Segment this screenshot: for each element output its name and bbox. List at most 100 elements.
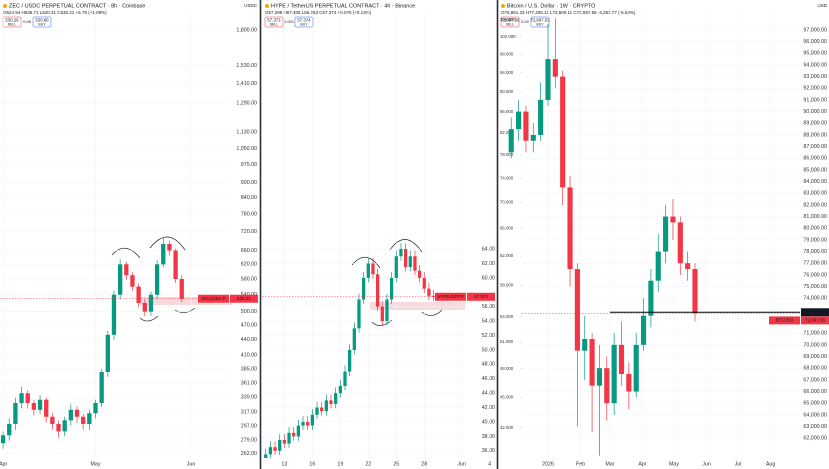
price-tag-label: 72,697.56 <box>805 318 826 323</box>
candle-body <box>352 328 356 350</box>
chart-title: Bitcoin / U.S. Dollar · 1W · CRYPTO <box>507 3 596 9</box>
x-tick-label: 19 <box>337 461 343 467</box>
y-tick-label: 97,000.00 <box>803 27 827 33</box>
candle-body <box>343 371 347 386</box>
candle-body <box>357 299 361 329</box>
candle-body <box>148 294 154 312</box>
candle-body <box>310 414 314 426</box>
candle-body <box>320 407 324 412</box>
candle-body <box>179 278 184 299</box>
candle-body <box>516 111 522 130</box>
y-tick-label: 54.00 <box>482 319 495 325</box>
candle-body <box>677 222 683 264</box>
y2-tick-label: 54.000 <box>500 314 514 319</box>
y2-tick-label: 51.000 <box>500 339 514 344</box>
y-tick-label: 66,000.00 <box>803 389 827 395</box>
sell-price: 57.373 <box>267 18 281 23</box>
y-tick-label: 500.00 <box>241 309 257 315</box>
y-tick-label: 68,000.00 <box>803 366 827 372</box>
candle-body <box>399 249 403 257</box>
candle-body <box>334 393 338 404</box>
y-tick-label: 42.00 <box>482 405 495 411</box>
candle-body <box>268 447 273 455</box>
sell-label: SELL <box>506 22 515 26</box>
y-tick-label: 70,000.00 <box>803 342 827 348</box>
candle-body <box>545 59 551 100</box>
symbol-icon <box>3 4 7 8</box>
y-tick-label: 410.00 <box>241 353 257 359</box>
candle-body <box>685 263 691 270</box>
y2-tick-label: 58.000 <box>500 283 514 288</box>
candle-body <box>130 275 135 287</box>
candle-body <box>385 299 389 322</box>
y-tick-label: 385.00 <box>241 367 257 373</box>
y-tick-label: 361.00 <box>241 381 257 387</box>
buy-price: 530.80 <box>35 18 49 23</box>
y2-tick-label: 48.000 <box>500 366 514 371</box>
x-tick-label: 13 <box>281 461 287 467</box>
candle-body <box>142 303 147 312</box>
y2-tick-label: 90.000 <box>500 89 514 94</box>
y-tick-label: 900.00 <box>241 180 257 186</box>
arc-drawing <box>371 319 393 326</box>
candle-body <box>161 244 166 265</box>
y-tick-label: 580.00 <box>241 276 257 282</box>
y-tick-label: 720.00 <box>241 229 257 235</box>
y-tick-label: 36.00 <box>482 448 495 454</box>
candle-body <box>329 400 333 404</box>
y-tick-label: 93,000.00 <box>803 74 827 80</box>
buy-button <box>32 16 52 28</box>
y-tick-label: 40.00 <box>482 419 495 425</box>
y2-tick-label: 74.000 <box>500 175 514 180</box>
y-tick-label: 975.00 <box>241 162 257 168</box>
y-tick-label: 660.00 <box>241 248 257 254</box>
candle-body <box>640 315 647 345</box>
candle-body <box>19 393 24 404</box>
candle-body <box>523 111 529 141</box>
arc-drawing <box>149 236 186 251</box>
y-tick-label: 80,000.00 <box>803 226 827 232</box>
candle-body <box>648 280 654 316</box>
charts: ZEC / USDC PERPETUAL CONTRACT · 8h · Coi… <box>0 3 829 467</box>
y-tick-label: 62,000.00 <box>803 436 827 442</box>
candle-body <box>56 423 61 432</box>
candle-body <box>44 399 49 417</box>
y-tick-label: 84,000.00 <box>803 179 827 185</box>
candle-body <box>264 454 268 458</box>
y-tick-label: 1,410.00 <box>236 81 257 87</box>
y-tick-label: 88,000.00 <box>803 132 827 138</box>
y-tick-label: 470.00 <box>241 323 257 329</box>
candle-body <box>508 129 514 153</box>
candle-body <box>25 393 30 404</box>
x-tick-label: Jun <box>187 461 196 467</box>
x-tick-label: Jun <box>702 461 711 467</box>
y-tick-label: 440.00 <box>241 337 257 343</box>
y-tick-label: 76,000.00 <box>803 272 827 278</box>
y-tick-label: 95,000.00 <box>803 51 827 57</box>
candle-body <box>154 264 160 295</box>
y-tick-label: 1,290.00 <box>236 101 257 107</box>
buy-label: BUY <box>536 22 544 26</box>
y-tick-label: 64.00 <box>482 246 495 252</box>
candle-body <box>348 349 352 372</box>
candle-body <box>0 435 6 444</box>
candle-body <box>366 263 370 278</box>
y-tick-label: 79,000.00 <box>803 237 827 243</box>
candle-body <box>670 216 676 223</box>
y-tick-label: 1,050.00 <box>236 146 257 152</box>
candle-body <box>167 244 172 251</box>
candle-body <box>611 344 617 404</box>
y-tick-label: 71,000.00 <box>803 331 827 337</box>
symbol-tag-label: ZECUSDC.P <box>201 296 225 301</box>
candle-body <box>530 134 536 141</box>
buy-button <box>530 16 550 28</box>
y-tick-label: 1,130.00 <box>236 130 257 136</box>
y-tick-label: 60.00 <box>482 275 495 281</box>
candle-body <box>596 368 603 386</box>
symbol-icon <box>501 4 505 8</box>
candle-body <box>431 295 436 297</box>
symbol-tag <box>435 292 466 301</box>
sell-label: SELL <box>8 22 17 26</box>
x-tick-label: May <box>90 461 100 467</box>
